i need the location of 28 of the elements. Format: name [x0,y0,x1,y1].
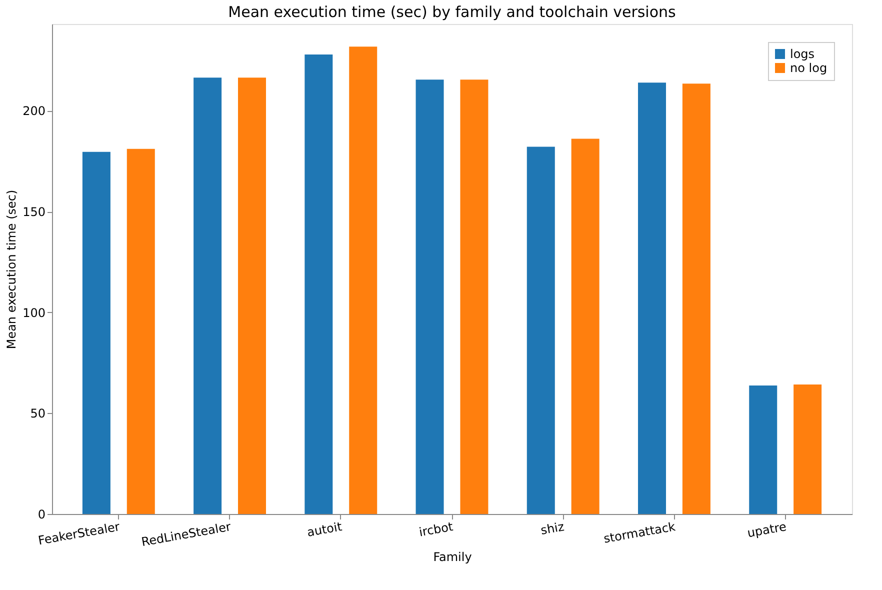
bar [526,146,555,514]
bar [416,80,444,514]
bar [749,386,778,514]
bar [194,78,222,514]
bar [126,148,155,514]
y-tick-label: 50 [30,406,46,421]
x-axis-title: Family [433,550,472,564]
y-tick-label: 0 [38,508,46,522]
y-tick-label: 200 [22,104,46,118]
bar [82,152,110,514]
bar [638,82,666,514]
chart-title: Mean execution time (sec) by family and toolchain versions [228,3,676,21]
bar [349,46,378,514]
x-tick-label: shiz [540,520,566,538]
legend-label: logs [790,47,815,61]
bar [460,80,488,514]
bar [571,138,600,514]
bar [238,78,266,514]
x-tick-label: autoit [306,519,344,540]
bar [794,384,822,514]
bar [304,54,333,514]
y-tick-label: 150 [22,205,46,220]
y-axis-title: Mean execution time (sec) [4,190,19,350]
bar [682,84,710,514]
x-tick-label: upatre [746,520,788,540]
y-tick-label: 100 [22,306,46,320]
x-tick-label: ircbot [418,519,454,540]
legend-label: no log [790,61,828,75]
